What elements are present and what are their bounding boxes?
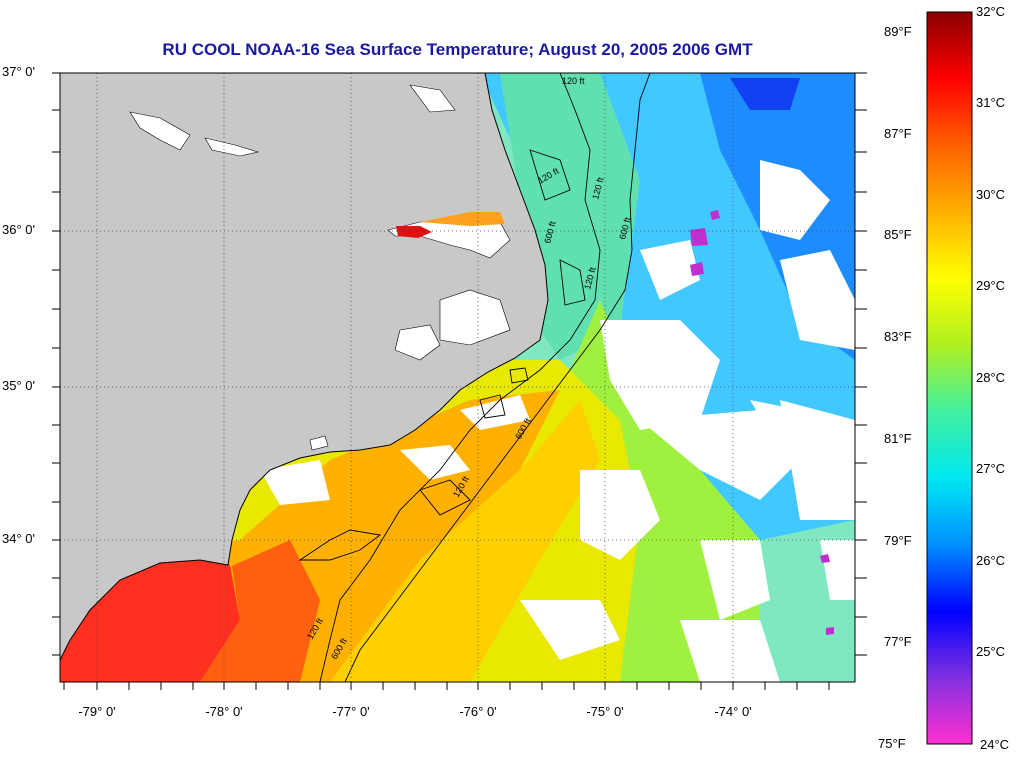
colorbar-celsius-label: 27°C bbox=[976, 461, 1006, 476]
cold-spots bbox=[690, 210, 834, 635]
longitude-label: -78° 0' bbox=[205, 704, 243, 719]
longitude-label: -77° 0' bbox=[332, 704, 370, 719]
isobath-contours bbox=[298, 73, 651, 682]
colorbar-fahrenheit-label: 79°F bbox=[884, 533, 912, 548]
colorbar-celsius-label: 25°C bbox=[976, 644, 1006, 659]
longitude-label: -76° 0' bbox=[459, 704, 497, 719]
sst-warm-gulf-stream bbox=[330, 400, 600, 682]
colorbar-fahrenheit-label: 89°F bbox=[884, 24, 912, 39]
latitude-label: 34° 0' bbox=[2, 531, 35, 546]
longitude-label: -74° 0' bbox=[714, 704, 752, 719]
colorbar-fahrenheit-label: 75°F bbox=[878, 736, 906, 751]
colorbar-celsius-label: 28°C bbox=[976, 370, 1006, 385]
colorbar-fahrenheit-label: 81°F bbox=[884, 431, 912, 446]
colorbar-celsius-label: 24°C bbox=[980, 737, 1010, 752]
sst-deep-blue-patch bbox=[730, 78, 800, 110]
land-mass bbox=[60, 73, 549, 661]
colorbar-fahrenheit-label: 77°F bbox=[884, 634, 912, 649]
colorbar-celsius-label: 29°C bbox=[976, 278, 1006, 293]
sst-hot-sound-plume bbox=[396, 226, 432, 238]
colorbar bbox=[926, 11, 973, 745]
axis-ticks bbox=[52, 72, 867, 690]
sounds bbox=[129, 84, 511, 451]
sst-orange-red-southwest bbox=[200, 540, 320, 682]
sst-red-southwest bbox=[60, 555, 240, 682]
sst-sound-plume-orange bbox=[420, 212, 505, 226]
colorbar-celsius-label: 31°C bbox=[976, 95, 1006, 110]
colorbar-fahrenheit-label: 87°F bbox=[884, 126, 912, 141]
map-border bbox=[59, 72, 856, 683]
map-frame: 120 ft 120 ft 600 ft 120 ft 600 ft 120 f… bbox=[60, 73, 855, 682]
no-data-patches bbox=[260, 160, 855, 682]
longitude-label: -75° 0' bbox=[586, 704, 624, 719]
latitude-label: 37° 0' bbox=[2, 64, 35, 79]
contour-label: 120 ft bbox=[562, 76, 585, 86]
latitude-label: 35° 0' bbox=[2, 378, 35, 393]
map-title: RU COOL NOAA-16 Sea Surface Temperature;… bbox=[162, 40, 753, 59]
colorbar-fahrenheit-label: 85°F bbox=[884, 227, 912, 242]
longitude-label: -79° 0' bbox=[78, 704, 116, 719]
graticule bbox=[60, 73, 855, 682]
colorbar-celsius-label: 26°C bbox=[976, 553, 1006, 568]
colorbar-celsius-label: 32°C bbox=[976, 4, 1006, 19]
latitude-label: 36° 0' bbox=[2, 222, 35, 237]
colorbar-fahrenheit-label: 83°F bbox=[884, 329, 912, 344]
colorbar-celsius-label: 30°C bbox=[976, 187, 1006, 202]
